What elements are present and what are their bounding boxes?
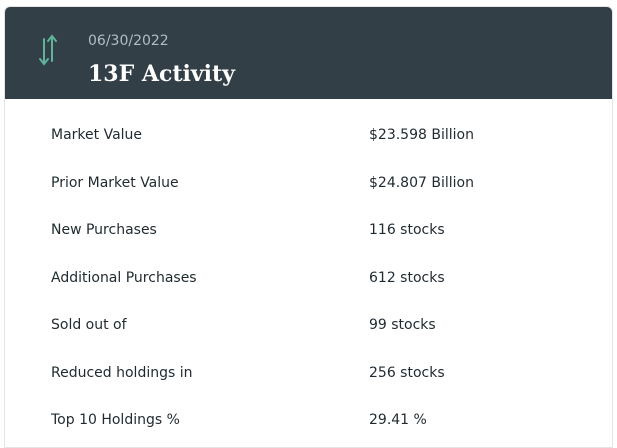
row-label: Market Value	[51, 127, 143, 143]
row-value: 116 stocks	[369, 222, 445, 238]
report-date: 06/30/2022	[88, 33, 169, 49]
row-value: 29.41 %	[369, 412, 427, 428]
activity-table: Market Value $23.598 Billion Prior Market …	[5, 113, 612, 446]
card-title: 13F Activity	[88, 61, 235, 87]
row-value: $24.807 Billion	[369, 174, 474, 191]
card-header: 06/30/2022 13F Activity	[5, 7, 612, 99]
row-label: Prior Market Value	[51, 174, 179, 191]
row-value: 256 stocks	[369, 364, 445, 381]
row-value: $23.598 Billion	[369, 127, 474, 143]
row-label: Additional Purchases	[51, 269, 197, 286]
row-label: Reduced holdings in	[51, 364, 193, 381]
table-row: Reduced holdings in 256 stocks	[5, 351, 612, 399]
page: 06/30/2022 13F Activity Market Value $23.…	[4, 6, 613, 448]
row-label: Top 10 Holdings %	[51, 412, 180, 428]
table-row: Prior Market Value $24.807 Billion	[5, 161, 612, 209]
row-label: New Purchases	[51, 222, 157, 238]
table-row: Additional Purchases 612 stocks	[5, 256, 612, 304]
row-value: 99 stocks	[369, 317, 436, 333]
table-row: New Purchases 116 stocks	[5, 208, 612, 256]
table-row: Top 10 Holdings % 29.41 %	[5, 398, 612, 446]
row-label: Sold out of	[51, 317, 127, 333]
row-value: 612 stocks	[369, 269, 445, 286]
table-row: Market Value $23.598 Billion	[5, 113, 612, 161]
table-row: Sold out of 99 stocks	[5, 303, 612, 351]
sort-icon	[39, 34, 57, 66]
activity-card: 06/30/2022 13F Activity Market Value $23.…	[4, 6, 613, 448]
